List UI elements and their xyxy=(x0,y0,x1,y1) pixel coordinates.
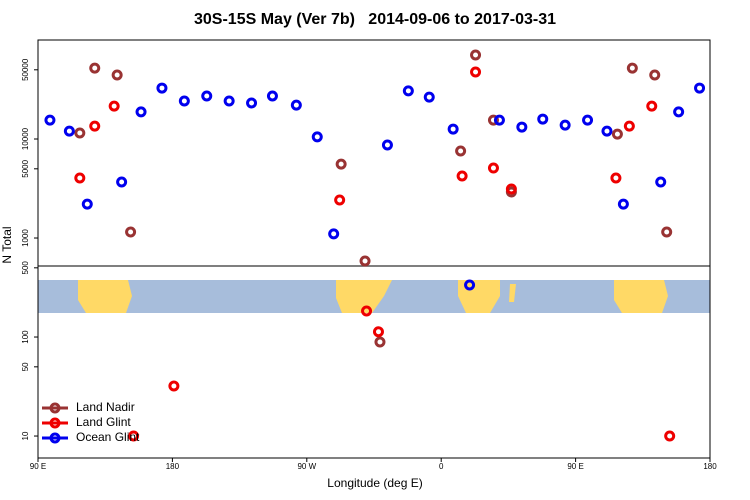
point xyxy=(456,170,468,182)
point xyxy=(464,279,476,291)
point xyxy=(617,198,629,210)
point xyxy=(223,95,235,107)
point xyxy=(626,62,638,74)
point xyxy=(63,125,75,137)
point xyxy=(455,145,467,157)
x-tick-label: 90 W xyxy=(297,462,316,471)
point xyxy=(470,66,482,78)
x-tick-label: 90 E xyxy=(30,462,46,471)
point xyxy=(611,128,623,140)
point xyxy=(374,336,386,348)
point xyxy=(447,123,459,135)
point xyxy=(623,120,635,132)
point xyxy=(537,113,549,125)
point xyxy=(108,100,120,112)
point xyxy=(487,114,499,126)
point xyxy=(335,158,347,170)
point xyxy=(334,194,346,206)
point xyxy=(266,90,278,102)
point xyxy=(423,91,435,103)
point xyxy=(125,226,137,238)
point xyxy=(516,121,528,133)
point xyxy=(505,183,517,195)
point xyxy=(201,90,213,102)
point xyxy=(359,255,371,267)
point xyxy=(246,97,258,109)
point xyxy=(661,226,673,238)
y-tick-label: 50 xyxy=(21,362,30,371)
point xyxy=(372,326,384,338)
point xyxy=(156,82,168,94)
point xyxy=(290,99,302,111)
legend-marker xyxy=(49,417,61,429)
x-axis-label: Longitude (deg E) xyxy=(327,476,422,490)
point xyxy=(381,139,393,151)
point xyxy=(89,62,101,74)
point xyxy=(493,114,505,126)
point xyxy=(128,430,140,442)
point xyxy=(646,100,658,112)
point xyxy=(168,380,180,392)
point xyxy=(402,85,414,97)
y-tick-label: 500 xyxy=(21,261,30,275)
point xyxy=(649,69,661,81)
point xyxy=(361,305,373,317)
legend-marker xyxy=(49,432,61,444)
point xyxy=(328,228,340,240)
point xyxy=(135,106,147,118)
point xyxy=(673,106,685,118)
y-tick-label: 10000 xyxy=(21,127,30,150)
chart-title: 30S-15S May (Ver 7b) 2014-09-06 to 2017-… xyxy=(194,11,556,28)
y-tick-label: 5000 xyxy=(21,159,30,177)
point xyxy=(664,430,676,442)
point xyxy=(178,95,190,107)
point xyxy=(655,176,667,188)
plot-frame xyxy=(37,39,711,459)
x-tick-label: 180 xyxy=(703,462,717,471)
y-tick-label: 100 xyxy=(21,330,30,344)
point xyxy=(487,162,499,174)
point xyxy=(311,131,323,143)
y-axis-label: N Total xyxy=(0,226,14,263)
point xyxy=(582,114,594,126)
point xyxy=(89,120,101,132)
point xyxy=(116,176,128,188)
point xyxy=(601,125,613,137)
point xyxy=(74,127,86,139)
y-tick-label: 50000 xyxy=(21,58,30,81)
y-tick-label: 1000 xyxy=(21,229,30,247)
point xyxy=(111,69,123,81)
map-strip xyxy=(38,280,710,313)
point xyxy=(44,114,56,126)
point xyxy=(81,198,93,210)
legend-marker xyxy=(49,402,61,414)
x-tick-label: 0 xyxy=(439,462,444,471)
point xyxy=(74,172,86,184)
legend-label: Ocean Glint xyxy=(76,430,140,444)
point xyxy=(610,172,622,184)
legend-label: Land Glint xyxy=(76,415,131,429)
x-tick-label: 90 E xyxy=(567,462,583,471)
point xyxy=(694,82,706,94)
point xyxy=(559,119,571,131)
x-tick-label: 180 xyxy=(166,462,180,471)
legend-label: Land Nadir xyxy=(76,400,135,414)
y-tick-label: 10 xyxy=(21,431,30,440)
point xyxy=(470,49,482,61)
